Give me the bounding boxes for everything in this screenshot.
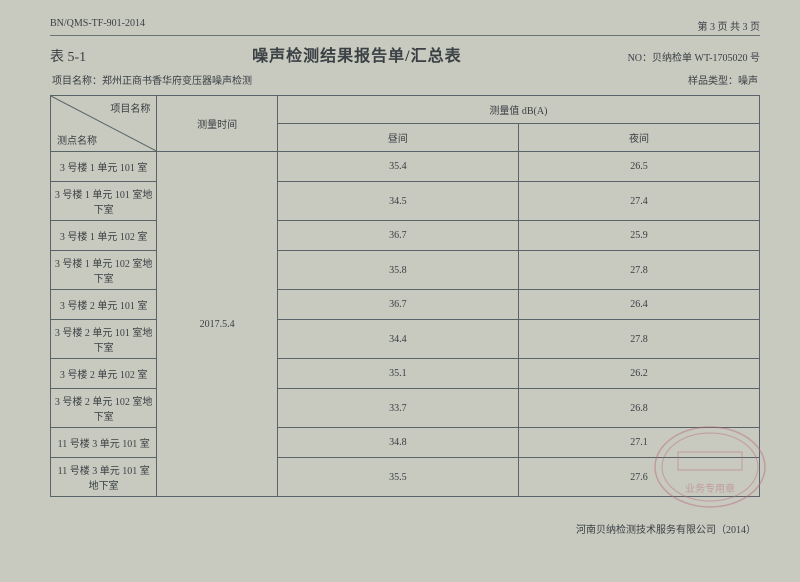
report-no: NO：贝纳检单 WT-1705020 号 bbox=[628, 49, 760, 64]
title-row: 表 5-1 噪声检测结果报告单/汇总表 NO：贝纳检单 WT-1705020 号 bbox=[50, 42, 760, 66]
point-cell: 3 号楼 2 单元 101 室地下室 bbox=[51, 320, 157, 359]
time-cell: 2017.5.4 bbox=[157, 152, 278, 497]
value-header: 测量值 dB(A) bbox=[277, 96, 759, 124]
night-cell: 26.8 bbox=[518, 389, 759, 428]
sample-meta: 样品类型：噪声 bbox=[688, 72, 758, 87]
sample-label: 样品类型： bbox=[688, 76, 738, 87]
results-table: 项目名称 测点名称 测量时间 测量值 dB(A) 昼间 夜间 3 号楼 1 单元… bbox=[50, 95, 760, 497]
meta-row: 项目名称：郑州正商书香华府变压器噪声检测 样品类型：噪声 bbox=[50, 72, 760, 87]
doc-code: BN/QMS-TF-901-2014 bbox=[50, 18, 145, 33]
main-title: 噪声检测结果报告单/汇总表 bbox=[86, 42, 627, 66]
night-cell: 26.4 bbox=[518, 290, 759, 320]
point-cell: 11 号楼 3 单元 101 室 bbox=[51, 428, 157, 458]
report-no-value: WT-1705020 号 bbox=[695, 53, 760, 64]
day-cell: 35.4 bbox=[277, 152, 518, 182]
point-cell: 3 号楼 1 单元 102 室 bbox=[51, 221, 157, 251]
night-cell: 27.8 bbox=[518, 320, 759, 359]
project-meta: 项目名称：郑州正商书香华府变压器噪声检测 bbox=[52, 72, 252, 87]
point-cell: 3 号楼 2 单元 102 室 bbox=[51, 359, 157, 389]
point-cell: 3 号楼 1 单元 101 室 bbox=[51, 152, 157, 182]
diag-top-label: 项目名称 bbox=[110, 100, 150, 115]
day-cell: 33.7 bbox=[277, 389, 518, 428]
footer-company: 河南贝纳检测技术服务有限公司（2014） bbox=[50, 521, 760, 536]
day-cell: 36.7 bbox=[277, 290, 518, 320]
day-cell: 34.8 bbox=[277, 428, 518, 458]
time-header: 测量时间 bbox=[157, 96, 278, 152]
day-cell: 36.7 bbox=[277, 221, 518, 251]
day-cell: 35.5 bbox=[277, 458, 518, 497]
report-no-label: NO：贝纳检单 bbox=[628, 53, 692, 64]
day-cell: 34.4 bbox=[277, 320, 518, 359]
header-row: BN/QMS-TF-901-2014 第 3 页 共 3 页 bbox=[50, 18, 760, 36]
night-cell: 27.8 bbox=[518, 251, 759, 290]
page-info: 第 3 页 共 3 页 bbox=[698, 18, 761, 33]
night-cell: 26.5 bbox=[518, 152, 759, 182]
page-container: BN/QMS-TF-901-2014 第 3 页 共 3 页 表 5-1 噪声检… bbox=[0, 0, 800, 556]
project-label: 项目名称： bbox=[52, 76, 102, 87]
diag-bottom-label: 测点名称 bbox=[57, 132, 97, 147]
table-row: 3 号楼 1 单元 101 室2017.5.435.426.5 bbox=[51, 152, 760, 182]
day-header: 昼间 bbox=[277, 124, 518, 152]
night-header: 夜间 bbox=[518, 124, 759, 152]
day-cell: 34.5 bbox=[277, 182, 518, 221]
table-number: 表 5-1 bbox=[50, 46, 86, 66]
point-cell: 3 号楼 1 单元 102 室地下室 bbox=[51, 251, 157, 290]
sample-value: 噪声 bbox=[738, 76, 758, 87]
day-cell: 35.1 bbox=[277, 359, 518, 389]
night-cell: 27.4 bbox=[518, 182, 759, 221]
project-value: 郑州正商书香华府变压器噪声检测 bbox=[102, 76, 252, 87]
night-cell: 27.6 bbox=[518, 458, 759, 497]
night-cell: 26.2 bbox=[518, 359, 759, 389]
night-cell: 25.9 bbox=[518, 221, 759, 251]
diagonal-header: 项目名称 测点名称 bbox=[51, 96, 157, 152]
point-cell: 3 号楼 1 单元 101 室地下室 bbox=[51, 182, 157, 221]
point-cell: 3 号楼 2 单元 101 室 bbox=[51, 290, 157, 320]
header-row-1: 项目名称 测点名称 测量时间 测量值 dB(A) bbox=[51, 96, 760, 124]
day-cell: 35.8 bbox=[277, 251, 518, 290]
night-cell: 27.1 bbox=[518, 428, 759, 458]
point-cell: 11 号楼 3 单元 101 室地下室 bbox=[51, 458, 157, 497]
point-cell: 3 号楼 2 单元 102 室地下室 bbox=[51, 389, 157, 428]
